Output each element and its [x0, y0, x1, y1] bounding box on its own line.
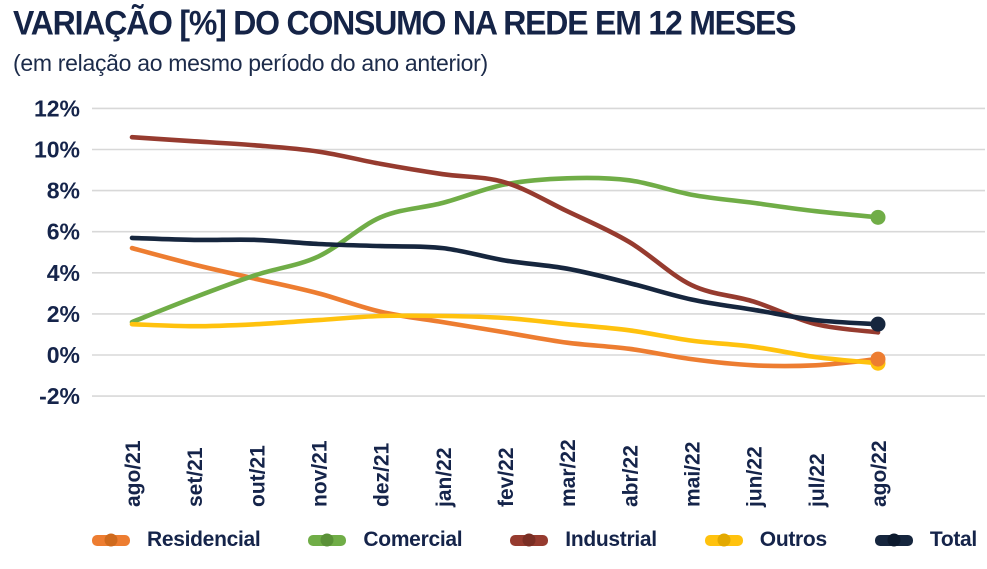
legend-item-comercial: Comercial [308, 528, 463, 552]
series-end-dot-comercial [870, 209, 886, 225]
variation-line-chart: 12% 10% 8% 6% 4% 2% 0% -2% ago/21 set/21 out/21 nov… [34, 95, 985, 508]
x-axis-label: jun/22 [744, 446, 767, 508]
legend-label: Industrial [565, 528, 657, 551]
x-axis-label: ago/22 [868, 440, 891, 507]
legend-label: Residencial [147, 528, 261, 551]
legend-item-industrial: Industrial [510, 528, 657, 552]
page-subtitle: (em relação ao mesmo período do ano ante… [13, 49, 488, 76]
x-axis-label: dez/21 [371, 442, 394, 507]
legend-label: Comercial [363, 528, 463, 551]
total-dot-icon [887, 533, 901, 547]
x-axis-label: abr/22 [619, 445, 642, 507]
y-axis-label: 12% [34, 95, 80, 121]
x-axis-label: mar/22 [557, 439, 580, 507]
series-line-total [129, 235, 881, 327]
residencial-dot-icon [104, 533, 118, 547]
legend-label: Outros [759, 528, 827, 551]
x-axis-label: nov/21 [309, 440, 332, 507]
x-axis-label: set/21 [184, 447, 207, 507]
y-axis-label: 0% [47, 342, 80, 368]
legend-item-outros: Outros [704, 528, 827, 552]
series-end-dot-residencial [870, 351, 886, 367]
comercial-dot-icon [320, 533, 334, 547]
series-line-comercial [129, 175, 881, 325]
series-end-dot-total [870, 316, 886, 332]
outros-line-marker-icon [704, 533, 743, 547]
x-axis-label: fev/22 [495, 447, 518, 507]
y-axis-label: -2% [39, 383, 80, 409]
legend-label: Total [929, 528, 977, 551]
comercial-line-marker-icon [308, 533, 347, 547]
y-axis-label: 8% [47, 178, 80, 204]
y-axis-label: 6% [47, 219, 80, 245]
industrial-line-marker-icon [510, 533, 549, 547]
total-line-marker-icon [874, 533, 913, 547]
chart-legend: Residencial Comercial Industrial Outros … [0, 521, 987, 559]
legend-item-residencial: Residencial [92, 528, 261, 552]
y-axis-label: 4% [47, 260, 80, 286]
series-line-industrial [129, 134, 881, 335]
y-axis-label: 10% [34, 137, 80, 163]
outros-dot-icon [717, 533, 731, 547]
x-axis-label: mai/22 [682, 442, 705, 507]
x-axis-label: ago/21 [122, 440, 145, 507]
x-axis-label: jan/22 [433, 447, 456, 508]
y-axis-label: 2% [47, 301, 80, 327]
chart-header: VARIAÇÃO [%] DO CONSUMO NA REDE EM 12 ME… [13, 4, 973, 77]
x-axis-label: jul/22 [806, 453, 829, 508]
page-title: VARIAÇÃO [%] DO CONSUMO NA REDE EM 12 ME… [13, 4, 796, 43]
series-line-outros [129, 313, 881, 366]
industrial-dot-icon [522, 533, 536, 547]
residencial-line-marker-icon [92, 533, 130, 547]
legend-item-total: Total [874, 528, 977, 552]
series-line-residencial [129, 245, 881, 369]
x-axis-label: out/21 [246, 445, 269, 507]
